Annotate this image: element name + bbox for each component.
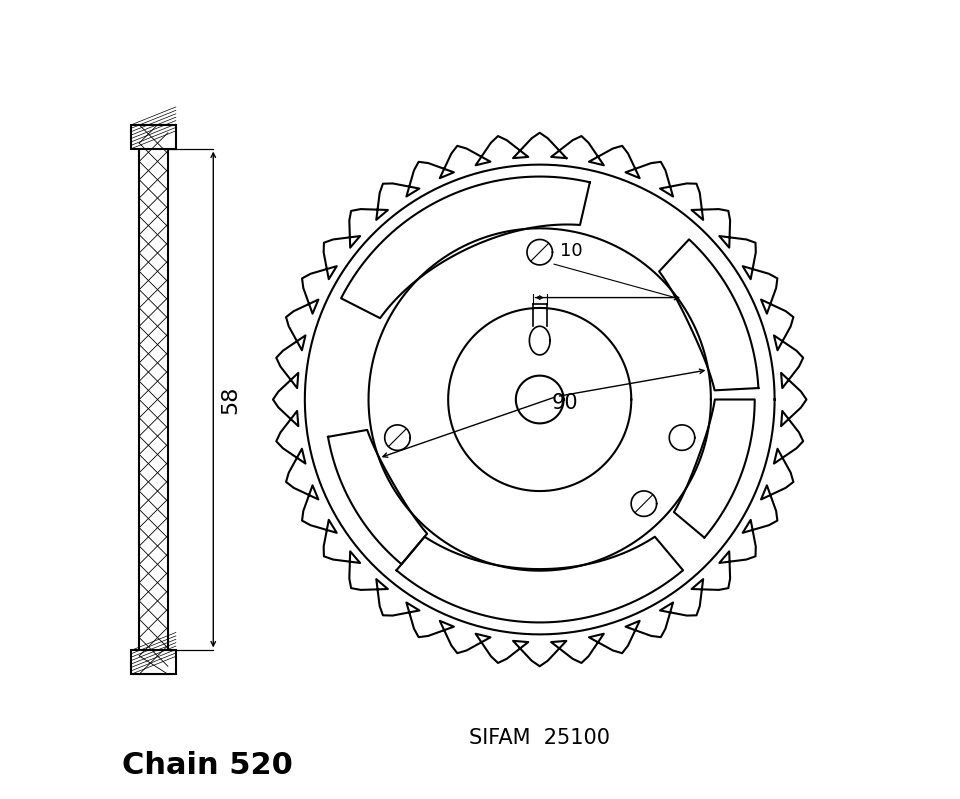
Bar xyxy=(139,125,168,674)
Text: 90: 90 xyxy=(552,393,578,413)
Bar xyxy=(132,650,176,674)
Text: Chain 520: Chain 520 xyxy=(122,751,293,781)
Bar xyxy=(132,125,176,149)
Text: SIFAM  25100: SIFAM 25100 xyxy=(469,728,611,748)
Text: 10: 10 xyxy=(560,242,583,260)
Text: 58: 58 xyxy=(221,385,241,414)
